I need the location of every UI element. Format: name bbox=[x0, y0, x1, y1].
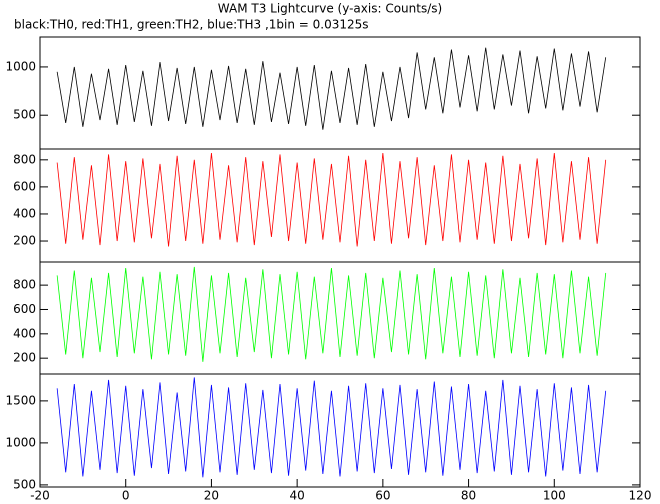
x-tick-label: 120 bbox=[629, 489, 652, 503]
chart-subtitle: black:TH0, red:TH1, green:TH2, blue:TH3 … bbox=[14, 18, 369, 32]
lightcurve bbox=[56, 266, 607, 362]
y-tick-label: 800 bbox=[13, 152, 36, 166]
y-tick-label: 800 bbox=[13, 278, 36, 292]
y-tick-label: 400 bbox=[13, 206, 36, 220]
x-tick-label: 100 bbox=[543, 489, 566, 503]
x-tick-label: 80 bbox=[461, 489, 476, 503]
y-tick-label: 400 bbox=[13, 326, 36, 340]
y-tick-label: 500 bbox=[13, 477, 36, 491]
y-tick-label: 200 bbox=[13, 351, 36, 365]
y-tick-label: 500 bbox=[13, 108, 36, 122]
y-tick-label: 1000 bbox=[5, 435, 36, 449]
y-tick-label: 1000 bbox=[5, 59, 36, 73]
lightcurve bbox=[56, 47, 607, 130]
x-tick-label: -20 bbox=[30, 489, 50, 503]
lightcurve bbox=[56, 153, 607, 247]
panel-frame bbox=[39, 373, 641, 488]
y-tick-label: 600 bbox=[13, 302, 36, 316]
x-tick-label: 60 bbox=[375, 489, 390, 503]
y-tick-label: 1500 bbox=[5, 393, 36, 407]
x-tick-label: 0 bbox=[122, 489, 130, 503]
y-tick-label: 600 bbox=[13, 179, 36, 193]
lightcurve bbox=[56, 377, 607, 478]
y-tick-label: 200 bbox=[13, 234, 36, 248]
chart-title: WAM T3 Lightcurve (y-axis: Counts/s) bbox=[218, 2, 442, 16]
x-tick-label: 20 bbox=[204, 489, 219, 503]
x-tick-label: 40 bbox=[290, 489, 305, 503]
